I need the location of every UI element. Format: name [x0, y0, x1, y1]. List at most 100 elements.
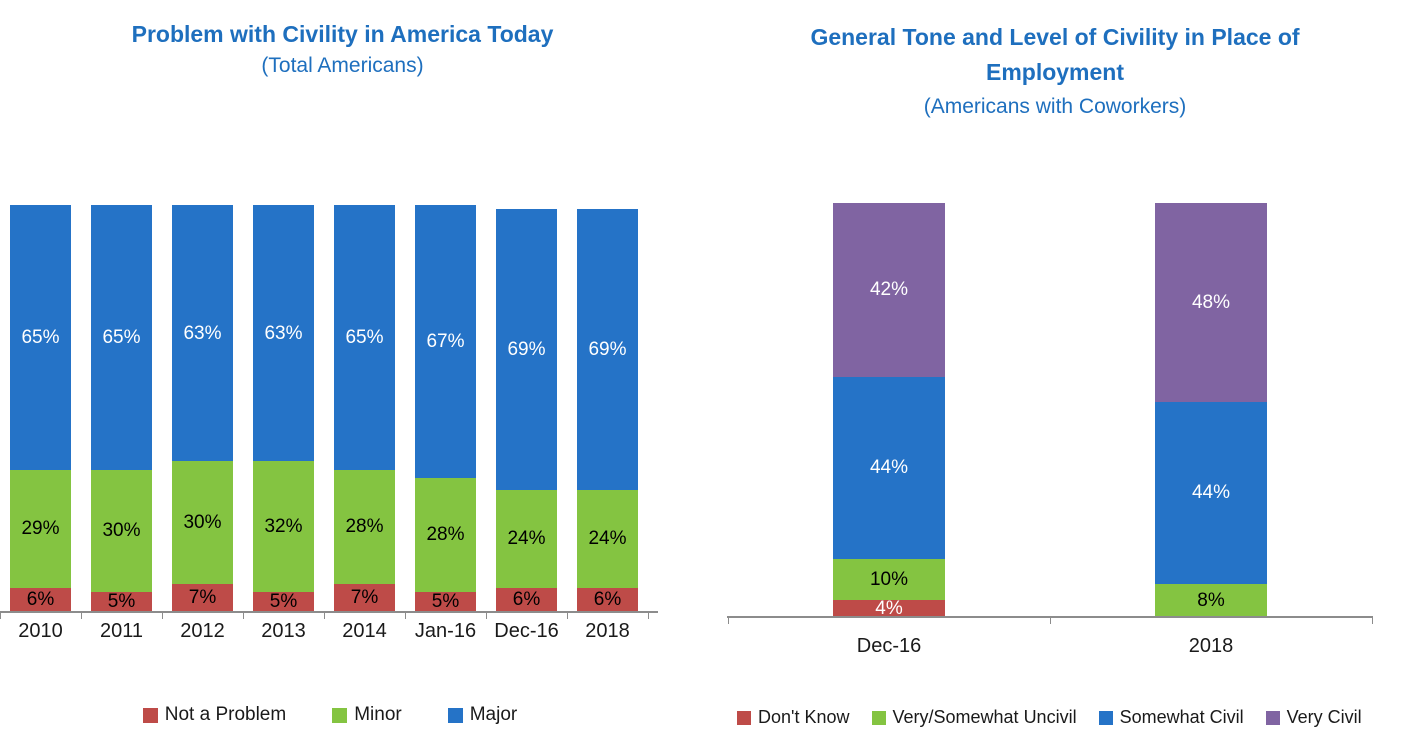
category-label-2011: 2011: [99, 620, 143, 642]
category-axis-labels: 2010 2011 2012 2013 2014 Jan-16 Dec-16 2018: [0, 620, 648, 643]
legend-swatch-minor: [332, 707, 348, 723]
stacked-bar-2018: 8% 44% 48%: [1155, 203, 1267, 617]
segment-value-label: 8%: [1197, 589, 1225, 611]
legend-item-major: Major: [447, 704, 518, 726]
segment-value-label: 28%: [345, 516, 384, 538]
segment-major: 65%: [91, 205, 152, 470]
category-label-dec-16: Dec-16: [494, 620, 559, 642]
segment-major: 69%: [496, 209, 557, 490]
bar-column-2012: 7% 30% 63%: [162, 205, 243, 612]
segment-very-civil: 42%: [833, 203, 945, 377]
x-axis-ticks: [728, 618, 1373, 624]
axis-tick: [728, 618, 729, 624]
segment-major: 63%: [172, 205, 233, 462]
legend-label-don-t-know: Don't Know: [758, 707, 850, 727]
segment-value-label: 63%: [183, 322, 222, 344]
bar-column-2018: 8% 44% 48%: [1050, 203, 1372, 617]
segment-value-label: 48%: [1191, 291, 1231, 313]
axis-tick: [162, 613, 163, 619]
segment-value-label: 4%: [875, 598, 903, 620]
segment-value-label: 69%: [507, 339, 546, 360]
segment-minor: 30%: [91, 469, 152, 592]
legend-label-not-a-problem: Not a Problem: [164, 704, 287, 725]
category-label-2014: 2014: [342, 620, 387, 642]
segment-major: 63%: [253, 205, 314, 462]
stacked-bar-2010: 6% 29% 65%: [10, 205, 71, 612]
stacked-bar-dec-16: 4% 10% 44% 42%: [833, 203, 945, 620]
segment-value-label: 28%: [426, 524, 465, 546]
category-label-2010: 2010: [18, 620, 63, 642]
segment-value-label: 24%: [507, 528, 546, 550]
segment-not-a-problem: 5%: [253, 591, 314, 613]
segment-value-label: 29%: [21, 518, 60, 540]
segment-major: 69%: [577, 209, 638, 490]
legend-swatch-don-t-know: [737, 710, 751, 725]
chart-subtitle: (Total Americans): [261, 54, 424, 77]
segment-value-label: 69%: [588, 339, 627, 360]
legend-swatch-very-civil: [1265, 710, 1280, 725]
axis-tick: [1372, 618, 1373, 624]
segment-value-label: 63%: [264, 322, 303, 344]
segment-minor: 28%: [334, 469, 395, 584]
segment-value-label: 42%: [869, 279, 909, 301]
bar-column-2011: 5% 30% 65%: [81, 205, 162, 612]
stacked-bar-jan-16: 5% 28% 67%: [415, 205, 476, 612]
legend-swatch-very-somewhat-uncivil: [871, 710, 886, 725]
plot-area: 6% 29% 65% 5% 30% 65% 7% 30% 63% 5% 32% 63% 7% 28% 65%…: [0, 205, 648, 612]
legend-item-minor: Minor: [332, 704, 402, 726]
bar-column-2018: 6% 24% 69%: [567, 205, 648, 612]
bar-column-2014: 7% 28% 65%: [324, 205, 405, 612]
stacked-bar-2011: 5% 30% 65%: [91, 205, 152, 612]
axis-tick: [486, 613, 487, 619]
segment-very-civil: 48%: [1155, 203, 1267, 402]
bar-column-dec-16: 6% 24% 69%: [486, 205, 567, 612]
segment-minor: 29%: [10, 469, 71, 588]
chart-subtitle: (Americans with Coworkers): [923, 95, 1187, 118]
segment-minor: 32%: [253, 461, 314, 592]
axis-tick: [567, 613, 568, 619]
axis-tick: [324, 613, 325, 619]
segment-minor: 30%: [172, 461, 233, 584]
legend-swatch-not-a-problem: [142, 707, 158, 723]
axis-tick: [243, 613, 244, 619]
legend-item-not-a-problem: Not a Problem: [142, 704, 287, 726]
legend-label-very-somewhat-uncivil: Very/Somewhat Uncivil: [892, 707, 1077, 727]
segment-not-a-problem: 6%: [577, 587, 638, 612]
axis-tick: [1050, 618, 1051, 624]
segment-value-label: 6%: [512, 589, 541, 611]
category-label-2013: 2013: [261, 620, 306, 642]
segment-minor: 28%: [415, 477, 476, 592]
segment-major: 65%: [10, 205, 71, 470]
legend-item-don-t-know: Don't Know: [737, 707, 850, 728]
segment-value-label: 30%: [102, 520, 141, 542]
axis-tick: [405, 613, 406, 619]
segment-value-label: 67%: [426, 330, 465, 352]
segment-very-somewhat-uncivil: 8%: [1155, 583, 1267, 617]
segment-somewhat-civil: 44%: [1155, 401, 1267, 584]
axis-tick: [81, 613, 82, 619]
segment-minor: 24%: [496, 489, 557, 588]
segment-value-label: 65%: [21, 326, 60, 348]
segment-not-a-problem: 6%: [496, 587, 557, 612]
segment-value-label: 65%: [102, 326, 141, 348]
legend-label-minor: Minor: [354, 704, 402, 725]
segment-major: 67%: [415, 205, 476, 478]
plot-area: 4% 10% 44% 42% 8% 44% 48%: [728, 203, 1372, 620]
segment-value-label: 5%: [269, 591, 298, 613]
chart-title: General Tone and Level of Civility in Pl…: [810, 24, 1300, 85]
segment-value-label: 30%: [183, 511, 222, 533]
segment-value-label: 65%: [345, 326, 384, 348]
legend-label-major: Major: [469, 704, 518, 725]
segment-value-label: 44%: [1191, 482, 1231, 504]
segment-not-a-problem: 7%: [172, 583, 233, 612]
category-label-2018: 2018: [585, 620, 630, 642]
x-axis-line: [727, 616, 1373, 618]
legend-label-somewhat-civil: Somewhat Civil: [1119, 707, 1244, 727]
stacked-bar-2013: 5% 32% 63%: [253, 205, 314, 612]
segment-value-label: 24%: [588, 528, 627, 550]
segment-value-label: 44%: [869, 457, 909, 479]
bar-column-dec-16: 4% 10% 44% 42%: [728, 203, 1050, 620]
x-axis-line: [0, 611, 658, 613]
category-label-2012: 2012: [180, 620, 225, 642]
